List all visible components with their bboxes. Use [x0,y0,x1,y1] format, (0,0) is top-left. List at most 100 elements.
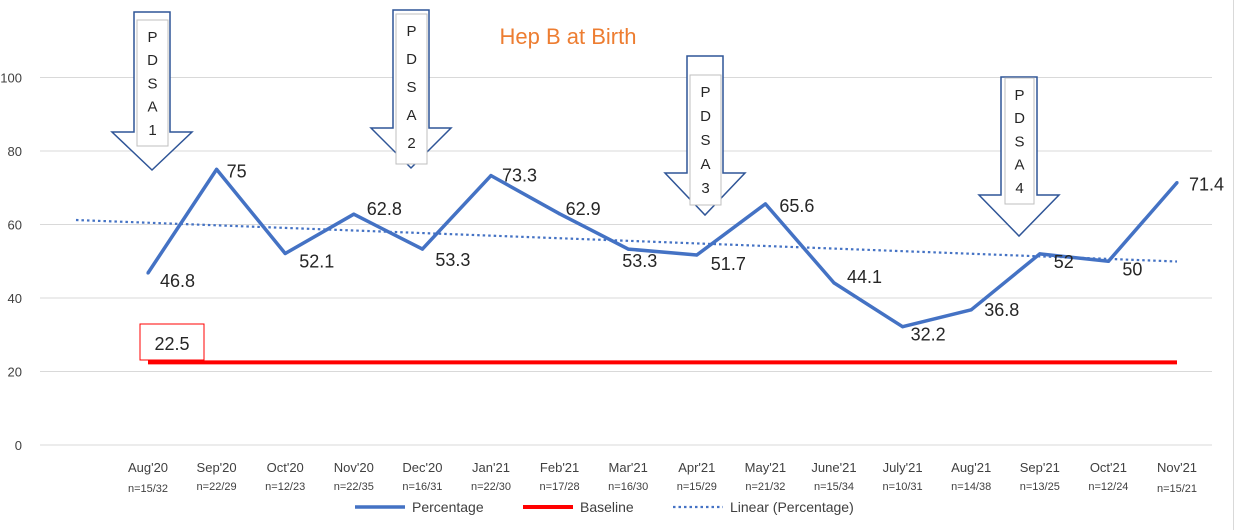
data-label: 53.3 [435,250,470,270]
pdsa-label-box [136,19,169,147]
y-axis: 0 20 40 60 80 100 [0,71,22,454]
sample-size-label: n=13/25 [1020,481,1060,493]
y-tick-label: 100 [0,71,22,86]
x-tick-label: Sep'20 [197,460,237,475]
pdsa-label-box [395,13,428,165]
chart-title: Hep B at Birth [500,24,637,49]
data-label: 73.3 [502,166,537,186]
pdsa-letter: P [147,29,157,46]
data-point [1175,181,1179,185]
data-point [763,202,768,206]
sample-size-label: n=16/30 [608,481,648,493]
data-point [1038,252,1042,256]
pdsa-letter: A [147,99,157,116]
data-point [1106,259,1110,263]
x-tick-label: Dec'20 [402,460,442,475]
sample-size-label: n=10/31 [883,481,923,493]
pdsa-letter: P [1014,87,1024,104]
pdsa-letter: 3 [701,180,709,197]
pdsa-letter: D [406,51,417,68]
data-point [832,281,836,285]
baseline-label-box [139,323,205,361]
pdsa-label-box [689,74,722,206]
sample-size-label: n=22/29 [197,481,237,493]
x-tick-label: Jan'21 [472,460,510,475]
pdsa-letter: S [406,79,416,96]
y-tick-label: 0 [15,438,22,453]
data-point [215,167,219,171]
sample-size-label: n=15/29 [677,481,717,493]
x-tick-label: June'21 [811,460,856,475]
percentage-line [146,167,1179,329]
baseline-label: 22.5 [154,334,189,354]
pdsa-letter: P [406,23,416,40]
y-tick-label: 20 [8,365,22,380]
data-label: 52 [1054,252,1074,272]
data-label: 75 [227,161,247,181]
pdsa-letter: 4 [1015,180,1023,197]
y-tick-label: 60 [8,218,22,233]
x-tick-label: Nov'20 [334,460,374,475]
data-point [420,247,424,251]
x-tick-label: Oct'20 [267,460,304,475]
y-tick-label: 40 [8,291,22,306]
pdsa-letter: D [1014,110,1025,127]
pdsa-letter: S [1014,133,1024,150]
trendline [75,218,1178,263]
pdsa-letter: D [147,52,158,69]
x-tick-label: May'21 [745,460,787,475]
pdsa-letter: A [1014,157,1024,174]
x-tick-label: Nov'21 [1157,460,1197,475]
sample-size-label: n=12/24 [1088,481,1128,493]
data-label: 32.2 [911,325,946,345]
x-tick-label: Mar'21 [609,460,648,475]
data-point [969,308,973,312]
data-label: 51.7 [711,254,746,274]
data-label: 53.3 [622,251,657,271]
legend-label: Linear (Percentage) [730,499,854,515]
pdsa-letter: S [147,75,157,92]
data-point [626,247,630,251]
pdsa-label-box [1004,77,1035,205]
legend-label: Baseline [580,499,634,515]
data-label: 65.6 [779,196,814,216]
gridlines [40,77,1212,446]
pdsa-letter: D [700,108,711,125]
data-point [146,271,150,275]
pdsa-letter: A [406,107,416,124]
x-tick-label: Oct'21 [1090,460,1127,475]
data-point [489,174,493,178]
x-tick-label: July'21 [883,460,923,475]
data-label: 46.8 [160,271,195,291]
x-tick-label: Aug'21 [951,460,991,475]
data-label: 52.1 [299,252,334,272]
baseline-group: 22.5 [139,323,1177,365]
x-tick-label: Apr'21 [678,460,715,475]
percentage-series-group [146,167,1179,329]
data-point [283,251,287,256]
sample-size-label: n=15/34 [814,481,854,493]
x-tick-label: Sep'21 [1020,460,1060,475]
pdsa-letter: A [700,156,710,173]
sample-size-label: n=17/28 [540,481,580,493]
y-tick-label: 80 [8,144,22,159]
trendline-group [75,218,1178,263]
data-label: 36.8 [984,300,1019,320]
data-label: 71.4 [1189,175,1224,195]
x-axis: Aug'20 n=15/32 Sep'20 n=22/29 Oct'20 n=12/23 N… [128,460,1197,495]
pdsa-letter: 1 [148,122,156,139]
x-tick-label: Feb'21 [540,460,579,475]
sample-size-label: n=22/35 [334,481,374,493]
x-tick-label: Aug'20 [128,460,168,475]
data-label: 44.1 [847,267,882,287]
data-point [558,212,562,216]
legend-label: Percentage [412,499,484,515]
sample-size-label: n=21/32 [745,481,785,493]
